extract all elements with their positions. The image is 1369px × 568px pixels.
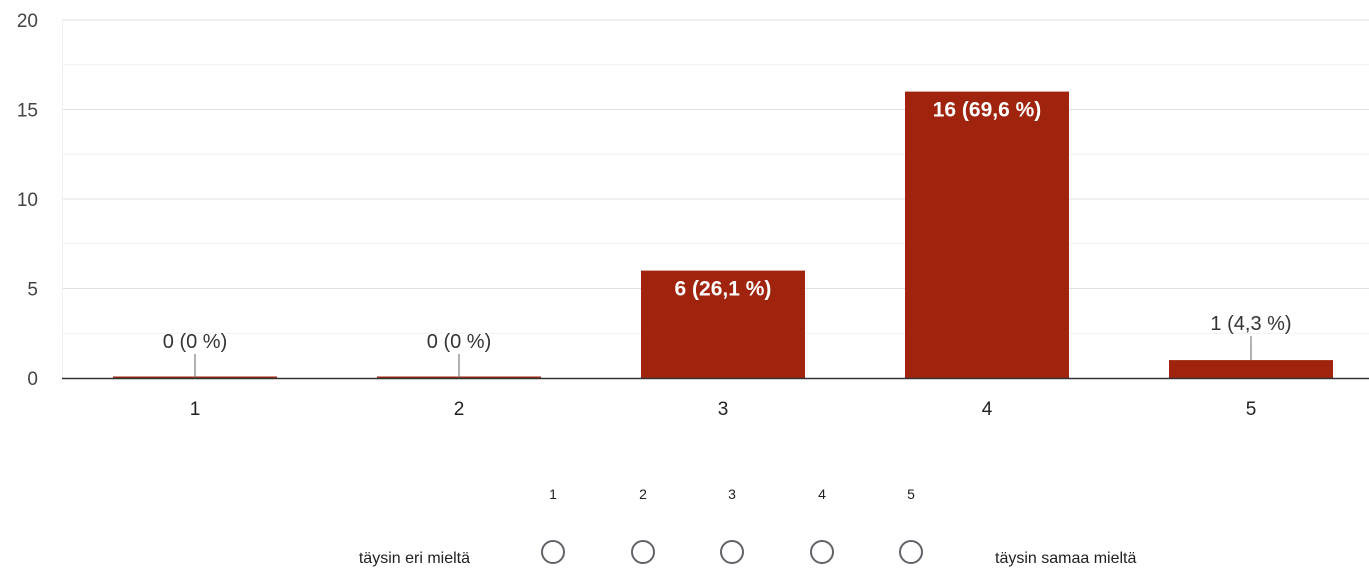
x-tick-label: 2 bbox=[454, 399, 465, 420]
x-tick-label: 1 bbox=[190, 399, 201, 420]
y-tick-label: 15 bbox=[17, 101, 38, 122]
linear-scale: täysin eri mieltä 1 2 3 4 5 täysin samaa… bbox=[0, 470, 1369, 568]
bar-3 bbox=[641, 270, 805, 378]
scale-number-2: 2 bbox=[639, 486, 647, 502]
bar-5 bbox=[1169, 360, 1333, 378]
scale-radio-4[interactable] bbox=[810, 540, 834, 564]
y-tick-label: 5 bbox=[27, 280, 38, 301]
scale-number-5: 5 bbox=[907, 486, 915, 502]
y-tick-label: 20 bbox=[17, 11, 38, 32]
x-tick-label: 4 bbox=[982, 399, 993, 420]
x-axis-ticks: 1 2 3 4 5 bbox=[190, 399, 1257, 420]
data-label: 16 (69,6 %) bbox=[933, 99, 1042, 122]
scale-radio-1[interactable] bbox=[541, 540, 565, 564]
data-label: 0 (0 %) bbox=[427, 331, 491, 353]
gridlines bbox=[62, 19, 1369, 378]
scale-number-3: 3 bbox=[728, 486, 736, 502]
scale-low-label: täysin eri mieltä bbox=[358, 550, 470, 567]
data-labels: 0 (0 %) 0 (0 %) 6 (26,1 %) 16 (69,6 %) 1 (4,… bbox=[163, 99, 1292, 378]
data-label: 6 (26,1 %) bbox=[675, 278, 772, 301]
scale-radio-3[interactable] bbox=[720, 540, 744, 564]
y-axis-ticks: 0 5 10 15 20 bbox=[17, 11, 38, 390]
bars bbox=[113, 91, 1333, 378]
bar-chart: 0 5 10 15 20 1 2 3 4 5 0 (0 %) 0 (0 %) 6 (26,1 %) 1… bbox=[17, 11, 1369, 420]
scale-number-1: 1 bbox=[549, 486, 557, 502]
y-tick-label: 0 bbox=[27, 369, 38, 390]
scale-radio-5[interactable] bbox=[899, 540, 923, 564]
scale-radio-2[interactable] bbox=[631, 540, 655, 564]
data-label: 1 (4,3 %) bbox=[1210, 313, 1291, 335]
bar-4 bbox=[905, 91, 1069, 378]
x-tick-label: 3 bbox=[718, 399, 729, 420]
y-tick-label: 10 bbox=[17, 190, 38, 211]
scale-number-4: 4 bbox=[818, 486, 826, 502]
data-label: 0 (0 %) bbox=[163, 331, 227, 353]
x-tick-label: 5 bbox=[1246, 399, 1257, 420]
scale-high-label: täysin samaa mieltä bbox=[995, 550, 1137, 567]
